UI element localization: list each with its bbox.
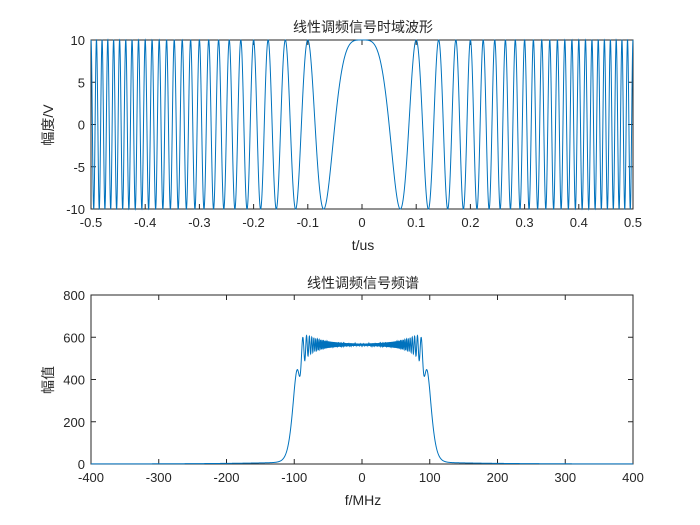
x-tick-label: -0.4 bbox=[134, 215, 156, 230]
time-domain-title: 线性调频信号时域波形 bbox=[293, 19, 433, 35]
x-tick-label: 0.3 bbox=[516, 215, 534, 230]
x-tick-label: -400 bbox=[78, 470, 104, 485]
time-domain-y-label: 幅度/V bbox=[40, 104, 56, 146]
time-domain-x-ticks: -0.5 -0.4 -0.3 -0.2 -0.1 0 0.1 0.2 0.3 0.4 0.5 bbox=[80, 40, 642, 230]
y-tick-label: 200 bbox=[63, 415, 85, 430]
time-domain-plot: 线性调频信号时域波形 -0.5 -0.4 -0.3 -0.2 -0.1 0 0.1 0.2 0.… bbox=[40, 19, 642, 253]
y-tick-label: 0 bbox=[78, 457, 85, 472]
spectrum-y-label: 幅值 bbox=[40, 366, 56, 394]
time-domain-waveform-line bbox=[90, 38, 634, 211]
x-tick-label: -0.3 bbox=[188, 215, 210, 230]
spectrum-plot: 线性调频信号频谱 -400 -300 -200 -100 0 100 200 300 400 0… bbox=[40, 275, 644, 508]
spectrum-x-ticks: -400 -300 -200 -100 0 100 200 300 400 bbox=[78, 295, 644, 485]
x-tick-label: 0.2 bbox=[461, 215, 479, 230]
time-domain-y-ticks: -10 -5 0 5 10 bbox=[66, 33, 633, 217]
x-tick-label: -0.2 bbox=[242, 215, 264, 230]
x-tick-label: -100 bbox=[281, 470, 307, 485]
x-tick-label: 300 bbox=[554, 470, 576, 485]
y-tick-label: 0 bbox=[78, 118, 85, 133]
x-tick-label: -0.1 bbox=[297, 215, 319, 230]
x-tick-label: -300 bbox=[146, 470, 172, 485]
y-tick-label: 800 bbox=[63, 288, 85, 303]
spectrum-y-ticks: 0 200 400 600 800 bbox=[63, 288, 633, 472]
y-tick-label: 10 bbox=[71, 33, 85, 48]
x-tick-label: 0.5 bbox=[624, 215, 642, 230]
x-tick-label: 0 bbox=[358, 215, 365, 230]
x-tick-label: 100 bbox=[419, 470, 441, 485]
spectrum-title: 线性调频信号频谱 bbox=[307, 275, 419, 291]
x-tick-label: 0.4 bbox=[570, 215, 588, 230]
y-tick-label: 5 bbox=[78, 75, 85, 90]
x-tick-label: -200 bbox=[213, 470, 239, 485]
y-tick-label: 400 bbox=[63, 373, 85, 388]
x-tick-label: 400 bbox=[622, 470, 644, 485]
spectrum-line bbox=[91, 334, 633, 465]
spectrum-axes-box bbox=[90, 294, 634, 465]
y-tick-label: -10 bbox=[66, 202, 85, 217]
time-domain-x-label: t/us bbox=[352, 237, 375, 253]
x-tick-label: 200 bbox=[487, 470, 509, 485]
spectrum-x-label: f/MHz bbox=[345, 492, 382, 508]
x-tick-label: 0.1 bbox=[407, 215, 425, 230]
y-tick-label: -5 bbox=[73, 160, 85, 175]
y-tick-label: 600 bbox=[63, 330, 85, 345]
x-tick-label: -0.5 bbox=[80, 215, 102, 230]
x-tick-label: 0 bbox=[358, 470, 365, 485]
